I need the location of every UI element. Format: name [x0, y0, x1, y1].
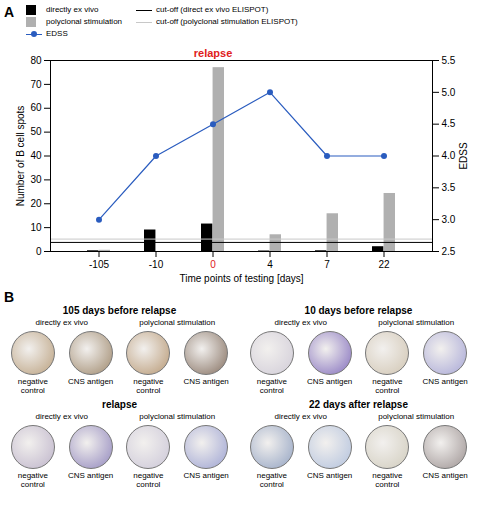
html-text:22 days after relapse: 22 days after relapse [309, 399, 408, 410]
html-text:CNS antigen: CNS antigen [183, 471, 229, 480]
svg-text:-10: -10 [149, 259, 164, 270]
svg-text:relapse: relapse [194, 47, 233, 59]
html-text:CNS antigen: CNS antigen [422, 377, 468, 386]
html-text:polyclonal stimulation: polyclonal stimulation [378, 412, 455, 421]
svg-text:5.5: 5.5 [442, 55, 456, 66]
svg-text:70: 70 [30, 79, 42, 90]
html-text:polyclonal stimulation: polyclonal stimulation [378, 318, 455, 327]
svg-text:10: 10 [30, 222, 42, 233]
svg-text:7: 7 [324, 259, 330, 270]
svg-text:EDSS: EDSS [458, 142, 469, 170]
html-text:directly ex vivo: directly ex vivo [46, 5, 99, 14]
svg-text:50: 50 [30, 126, 42, 137]
svg-text:4: 4 [267, 259, 273, 270]
html-text:CNS antigen: CNS antigen [422, 471, 468, 480]
html-text:negative control: negative control [17, 377, 48, 395]
html-text:CNS antigen: CNS antigen [67, 377, 114, 386]
html-text:CNS antigen: CNS antigen [306, 377, 353, 386]
html-text:directly ex vivo: directly ex vivo [274, 412, 327, 421]
html-text:CNS antigen: CNS antigen [306, 471, 353, 480]
svg-text:-105: -105 [89, 259, 109, 270]
html-text:polyclonal stimulation: polyclonal stimulation [139, 412, 216, 421]
svg-text:22: 22 [378, 259, 390, 270]
html-text:B: B [4, 289, 15, 305]
svg-text:60: 60 [30, 102, 42, 113]
html-text:directly ex vivo: directly ex vivo [35, 412, 88, 421]
html-text:EDSS: EDSS [46, 29, 68, 38]
html-text:polyclonal stimulation: polyclonal stimulation [139, 318, 216, 327]
svg-text:5.0: 5.0 [442, 87, 456, 98]
svg-text:3.5: 3.5 [442, 182, 456, 193]
html-text:A: A [4, 4, 15, 20]
html-text:negative control: negative control [372, 471, 403, 489]
svg-text:80: 80 [30, 55, 42, 66]
html-text:negative control: negative control [17, 471, 48, 489]
html-text:105 days before relapse: 105 days before relapse [62, 305, 177, 316]
svg-text:20: 20 [30, 198, 42, 209]
svg-text:3.0: 3.0 [442, 214, 456, 225]
html-text:negative control: negative control [256, 471, 287, 489]
html-text:CNS antigen: CNS antigen [183, 377, 229, 386]
html-text:negative control: negative control [133, 377, 164, 395]
html-text:cut-off (polyclonal stimulatio: cut-off (polyclonal stimulation ELISPOT) [156, 17, 298, 26]
html-text:directly ex vivo: directly ex vivo [274, 318, 327, 327]
svg-text:30: 30 [30, 174, 42, 185]
html-text:negative control: negative control [372, 377, 403, 395]
svg-text:Number of B cell spots: Number of B cell spots [15, 106, 26, 207]
svg-text:Time points of testing [days]: Time points of testing [days] [179, 273, 303, 284]
svg-text:40: 40 [30, 150, 42, 161]
html-text:cut-off (direct ex vivo ELISPO: cut-off (direct ex vivo ELISPOT) [156, 5, 269, 14]
html-text:relapse: relapse [102, 399, 137, 410]
html-text:directly ex vivo: directly ex vivo [35, 318, 88, 327]
html-text:polyclonal stimulation: polyclonal stimulation [46, 17, 122, 26]
html-text:negative control: negative control [133, 471, 164, 489]
svg-text:0: 0 [36, 246, 42, 257]
html-text:CNS antigen: CNS antigen [67, 471, 114, 480]
html-text:10 days before relapse: 10 days before relapse [304, 305, 413, 316]
html-text:negative control: negative control [256, 377, 287, 395]
svg-text:4.0: 4.0 [442, 150, 456, 161]
svg-text:4.5: 4.5 [442, 118, 456, 129]
svg-text:0: 0 [210, 259, 216, 270]
svg-text:2.5: 2.5 [442, 246, 456, 257]
